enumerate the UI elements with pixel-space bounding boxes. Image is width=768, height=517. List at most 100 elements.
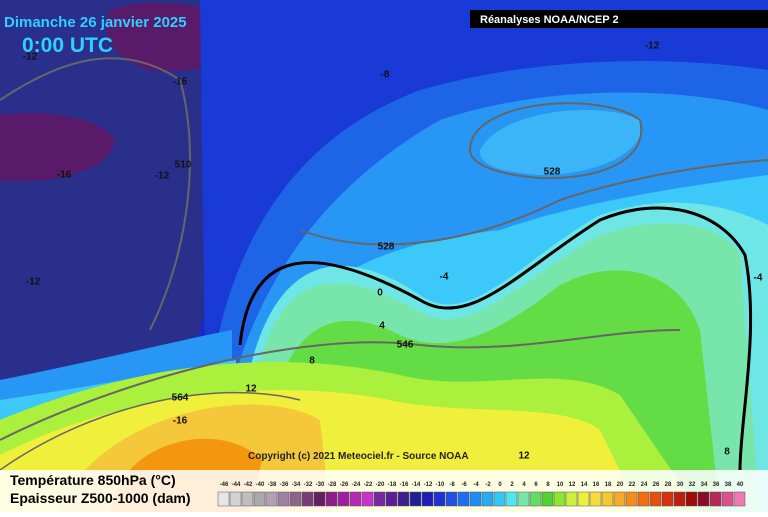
source-box bbox=[470, 10, 768, 28]
scale-label: 32 bbox=[689, 482, 696, 488]
scale-swatch bbox=[613, 491, 626, 507]
scale-swatch bbox=[505, 491, 518, 507]
scale-swatch bbox=[697, 491, 710, 507]
contour-label: -8 bbox=[381, 70, 390, 81]
source: Réanalyses NOAA/NCEP 2 bbox=[480, 14, 619, 26]
contour-label: 8 bbox=[309, 356, 315, 367]
scale-label: -32 bbox=[304, 482, 313, 488]
scale-swatch bbox=[625, 491, 638, 507]
legend-temperature: Température 850hPa (°C) bbox=[10, 472, 176, 488]
scale-label: 34 bbox=[701, 482, 708, 488]
scale-label: -2 bbox=[485, 482, 491, 488]
scale-label: -38 bbox=[268, 482, 277, 488]
scale-label: -30 bbox=[316, 482, 325, 488]
contour-label: -4 bbox=[754, 273, 763, 284]
scale-label: 10 bbox=[557, 482, 564, 488]
scale-swatch bbox=[481, 491, 494, 507]
scale-label: -40 bbox=[256, 482, 265, 488]
contour-label: -16 bbox=[173, 416, 188, 427]
contours bbox=[0, 57, 768, 471]
scale-swatch bbox=[637, 491, 650, 507]
scale-swatch bbox=[361, 491, 374, 507]
contour-label: 12 bbox=[518, 451, 530, 462]
contour-label: 528 bbox=[544, 167, 561, 178]
scale-label: -22 bbox=[364, 482, 373, 488]
legend-thickness: Epaisseur Z500-1000 (dam) bbox=[10, 490, 191, 506]
scale-label: -10 bbox=[436, 482, 445, 488]
scale-label: 24 bbox=[641, 482, 648, 488]
scale-label: 16 bbox=[593, 482, 600, 488]
scale-swatch bbox=[349, 491, 362, 507]
scale-swatch bbox=[649, 491, 662, 507]
scale-swatch bbox=[325, 491, 338, 507]
contour-label: 12 bbox=[245, 384, 257, 395]
scale-swatch bbox=[397, 491, 410, 507]
scale-label: -42 bbox=[244, 482, 253, 488]
scale-label: 36 bbox=[713, 482, 720, 488]
scale-swatch bbox=[265, 491, 278, 507]
copyright: Copyright (c) 2021 Meteociel.fr - Source… bbox=[248, 451, 469, 462]
contour-label: -12 bbox=[26, 277, 41, 288]
scale-swatch bbox=[277, 491, 290, 507]
contour-label: 564 bbox=[172, 393, 189, 404]
contour-label: -16 bbox=[57, 170, 72, 181]
scale-swatch bbox=[409, 491, 422, 507]
scale-label: -20 bbox=[376, 482, 385, 488]
contour-labels: -12 -16 -8 -12 -16 -12 510 528 -12 528 -… bbox=[23, 41, 763, 462]
scale-swatch bbox=[661, 491, 674, 507]
scale-swatch bbox=[589, 491, 602, 507]
scale-swatch bbox=[373, 491, 386, 507]
scale-label: 18 bbox=[605, 482, 612, 488]
scale-label: 22 bbox=[629, 482, 636, 488]
scale-label: -24 bbox=[352, 482, 361, 488]
scale-swatch bbox=[301, 491, 314, 507]
scale-label: -16 bbox=[400, 482, 409, 488]
scale-label: 2 bbox=[510, 482, 514, 488]
scale-swatch bbox=[445, 491, 458, 507]
scale-label: 0 bbox=[498, 482, 502, 488]
contour-label: 546 bbox=[397, 340, 414, 351]
scale-label: 12 bbox=[569, 482, 576, 488]
scale-label: -6 bbox=[461, 482, 467, 488]
scale-label: 20 bbox=[617, 482, 624, 488]
scale-label: 6 bbox=[534, 482, 538, 488]
contour-label: -16 bbox=[173, 77, 188, 88]
scale-label: -28 bbox=[328, 482, 337, 488]
contour-label: -4 bbox=[440, 272, 449, 283]
scale-swatch bbox=[601, 491, 614, 507]
scale-label: 38 bbox=[725, 482, 732, 488]
scale-swatch bbox=[241, 491, 254, 507]
scale-label: 26 bbox=[653, 482, 660, 488]
contour-label: -12 bbox=[155, 171, 170, 182]
scale-label: -36 bbox=[280, 482, 289, 488]
scale-swatch bbox=[493, 491, 506, 507]
scale-label: 30 bbox=[677, 482, 684, 488]
scale-swatch bbox=[217, 491, 230, 507]
scale-swatch bbox=[433, 491, 446, 507]
scale-swatch bbox=[541, 491, 554, 507]
scale-swatch bbox=[457, 491, 470, 507]
color-scale: -46 -44 -42 -40 -38 -36 -34 -32 -30 -28 -26 -24 -22-… bbox=[217, 482, 746, 507]
scale-label: 4 bbox=[522, 482, 526, 488]
contour-label: 8 bbox=[724, 447, 730, 458]
date: Dimanche 26 janvier 2025 bbox=[4, 14, 187, 31]
scale-swatch bbox=[673, 491, 686, 507]
scale-label: -8 bbox=[449, 482, 455, 488]
scale-label: -18 bbox=[388, 482, 397, 488]
scale-swatch bbox=[337, 491, 350, 507]
scale-swatch bbox=[289, 491, 302, 507]
scale-swatch bbox=[421, 491, 434, 507]
scale-swatch bbox=[313, 491, 326, 507]
scale-swatch bbox=[385, 491, 398, 507]
scale-swatch bbox=[733, 491, 746, 507]
scale-label: -4 bbox=[473, 482, 479, 488]
contour-label: -12 bbox=[23, 52, 38, 63]
scale-label: -46 bbox=[220, 482, 229, 488]
scale-swatch bbox=[517, 491, 530, 507]
scale-swatch bbox=[253, 491, 266, 507]
scale-label: 40 bbox=[737, 482, 744, 488]
scale-swatch bbox=[565, 491, 578, 507]
scale-label: -34 bbox=[292, 482, 301, 488]
contour-label: 528 bbox=[378, 242, 395, 253]
